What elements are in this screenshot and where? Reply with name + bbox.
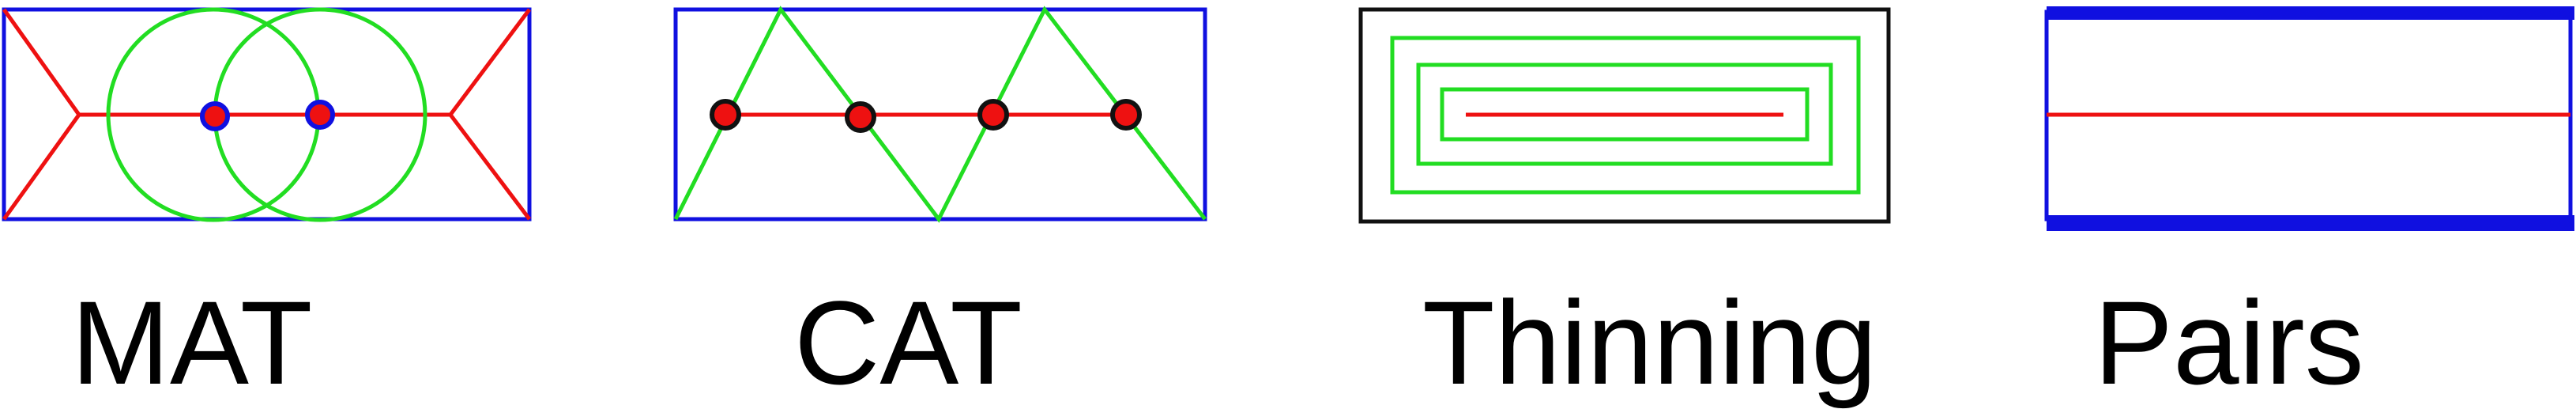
- mat-panel: MAT: [2, 7, 532, 409]
- thinning-frame: [1358, 7, 1891, 224]
- cat-triangulation-zigzag: [673, 6, 1207, 223]
- mat-disk-centers: [200, 100, 335, 131]
- mat-center-point-left: [200, 101, 230, 131]
- thinning-label: Thinning: [1422, 276, 1877, 409]
- thinning-layer-middle: [1416, 62, 1833, 166]
- cat-midpoint-3: [977, 99, 1009, 131]
- cat-midpoint-2: [845, 101, 876, 133]
- mat-axis-top-left-branch: [2, 8, 81, 116]
- cat-panel: CAT: [673, 6, 1207, 409]
- mat-frame: [2, 7, 532, 222]
- cat-label: CAT: [794, 276, 1022, 409]
- mat-label: MAT: [71, 276, 313, 409]
- mat-axis-bottom-left-branch: [2, 113, 81, 221]
- pairs-panel: Pairs: [2044, 6, 2574, 409]
- mat-center-point-right: [305, 100, 335, 130]
- thinning-peeled-layers: [1390, 36, 1861, 195]
- thinning-layer-outer: [1390, 36, 1861, 195]
- cat-chord-midpoints: [710, 99, 1142, 133]
- pairs-top-edge-thick: [2047, 6, 2574, 20]
- pairs-label: Pairs: [2094, 276, 2364, 409]
- mat-axis-bottom-right-branch: [449, 113, 531, 221]
- thinning-layer-inner: [1440, 87, 1810, 142]
- cat-midpoint-1: [710, 99, 741, 131]
- mat-medial-axis: [2, 8, 531, 221]
- thinning-panel: Thinning: [1358, 7, 1891, 409]
- mat-axis-top-right-branch: [449, 8, 531, 116]
- cat-midpoint-4: [1110, 99, 1142, 131]
- pairs-bottom-edge-thick: [2047, 215, 2574, 231]
